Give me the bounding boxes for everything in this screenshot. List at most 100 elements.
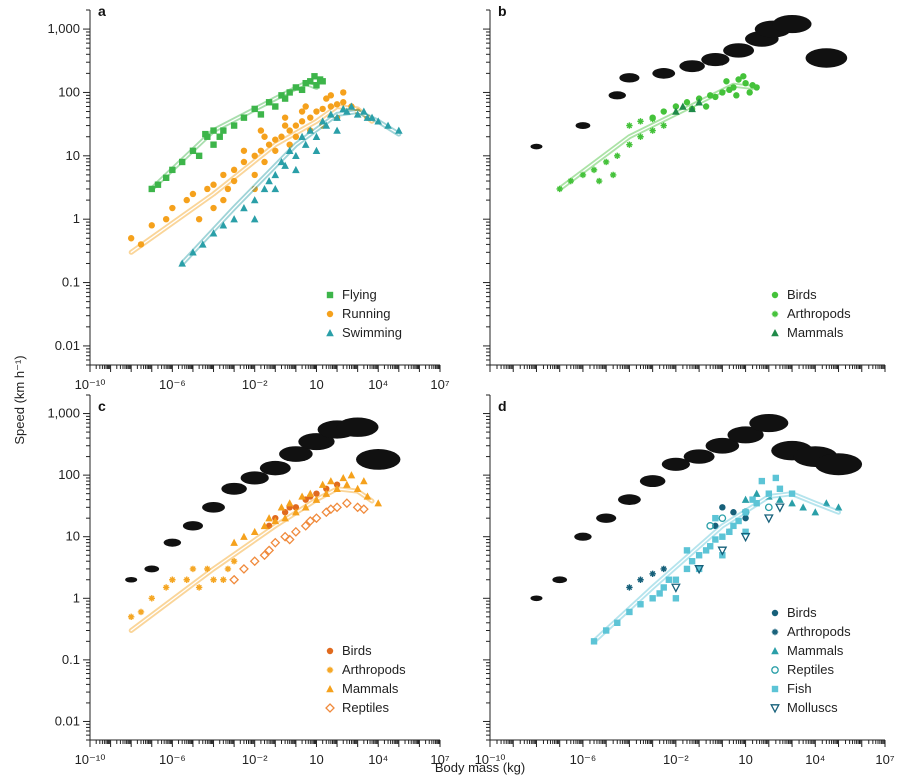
data-point xyxy=(672,595,680,602)
data-point xyxy=(353,110,362,118)
data-point xyxy=(302,103,309,110)
data-point xyxy=(178,259,186,267)
data-point xyxy=(694,565,704,575)
legend-marker xyxy=(771,666,779,674)
data-point xyxy=(189,565,197,573)
legend-marker xyxy=(326,291,334,299)
data-point xyxy=(626,608,633,616)
y-tick-label: 1 xyxy=(73,211,80,226)
data-point xyxy=(127,613,135,621)
data-point xyxy=(277,157,286,166)
data-point xyxy=(637,601,644,608)
legend-label: Molluscs xyxy=(787,700,838,715)
data-point xyxy=(313,108,320,115)
data-point xyxy=(298,86,306,94)
fit-line xyxy=(559,84,754,190)
data-point xyxy=(162,174,170,181)
series-mammals xyxy=(672,98,703,115)
series-molluscs xyxy=(671,503,785,593)
data-point xyxy=(265,99,273,106)
data-point xyxy=(260,184,269,193)
data-point xyxy=(224,565,232,573)
data-point xyxy=(257,147,265,154)
animal-silhouette xyxy=(530,595,543,602)
series-fish xyxy=(590,474,796,645)
animal-silhouette xyxy=(814,453,863,476)
data-point xyxy=(189,190,197,198)
data-point xyxy=(195,584,203,591)
data-point xyxy=(281,514,289,522)
data-point xyxy=(272,103,279,110)
data-point xyxy=(339,104,348,113)
data-point xyxy=(763,514,774,524)
animal-silhouette xyxy=(221,482,247,495)
data-point xyxy=(251,171,258,179)
data-point xyxy=(250,215,259,223)
legend-marker xyxy=(771,628,779,636)
legend-marker xyxy=(325,703,335,713)
y-tick-label: 0.1 xyxy=(62,275,80,290)
animal-silhouette xyxy=(652,68,676,79)
data-point xyxy=(169,576,176,583)
data-point xyxy=(178,158,186,166)
data-point xyxy=(271,184,280,193)
legend-label: Mammals xyxy=(342,681,399,696)
data-point xyxy=(707,92,714,99)
data-point xyxy=(347,102,356,110)
data-point xyxy=(712,514,719,522)
series-flying xyxy=(148,73,326,193)
y-tick-label: 1 xyxy=(73,590,80,605)
data-point xyxy=(301,503,310,511)
data-point xyxy=(741,495,750,503)
data-point xyxy=(292,508,300,516)
data-point xyxy=(730,522,737,530)
data-point xyxy=(250,527,259,536)
animal-silhouette xyxy=(723,43,755,58)
y-tick-label: 100 xyxy=(58,84,80,99)
data-point xyxy=(753,500,760,507)
animal-silhouette xyxy=(356,449,401,470)
data-point xyxy=(286,141,293,148)
data-point xyxy=(286,127,293,134)
data-point xyxy=(347,471,356,479)
data-point xyxy=(343,107,351,115)
data-point xyxy=(672,576,680,583)
data-point xyxy=(363,492,372,500)
animal-silhouette xyxy=(202,502,225,513)
animal-silhouette xyxy=(701,53,730,67)
legend-label: Birds xyxy=(787,605,817,620)
fit-line-band xyxy=(557,82,756,192)
data-point xyxy=(278,133,285,140)
series-mammals xyxy=(741,489,843,516)
animal-silhouette xyxy=(772,14,812,34)
data-point xyxy=(220,196,227,204)
data-point xyxy=(733,92,740,99)
panels-layer: 10⁻¹⁰ 10⁻⁶ 10⁻² 10 10⁴ 10⁷ 1,000 100 10 1 0.1 0.01 a… xyxy=(47,3,894,767)
legend-label: Arthropods xyxy=(787,624,851,639)
data-point xyxy=(702,547,710,554)
data-point xyxy=(281,161,289,169)
data-point xyxy=(333,126,341,134)
data-point xyxy=(230,122,238,129)
data-point xyxy=(374,117,383,125)
series-arthropods xyxy=(556,115,667,193)
data-point xyxy=(695,552,703,559)
data-point xyxy=(285,146,294,154)
data-point xyxy=(322,121,331,129)
panel-letter: c xyxy=(98,398,106,414)
data-point xyxy=(312,132,321,140)
data-point xyxy=(735,76,742,83)
series-arthropods xyxy=(127,558,238,621)
data-point xyxy=(758,477,766,485)
data-point xyxy=(210,576,217,583)
data-point xyxy=(306,489,315,497)
data-point xyxy=(395,126,403,134)
data-point xyxy=(339,473,348,482)
flying-animal-silhouettes xyxy=(530,14,848,150)
data-point xyxy=(261,133,268,140)
data-point xyxy=(319,78,326,85)
data-point xyxy=(637,133,644,140)
data-point xyxy=(311,513,322,524)
animal-silhouette xyxy=(661,457,690,471)
data-point xyxy=(776,485,784,492)
